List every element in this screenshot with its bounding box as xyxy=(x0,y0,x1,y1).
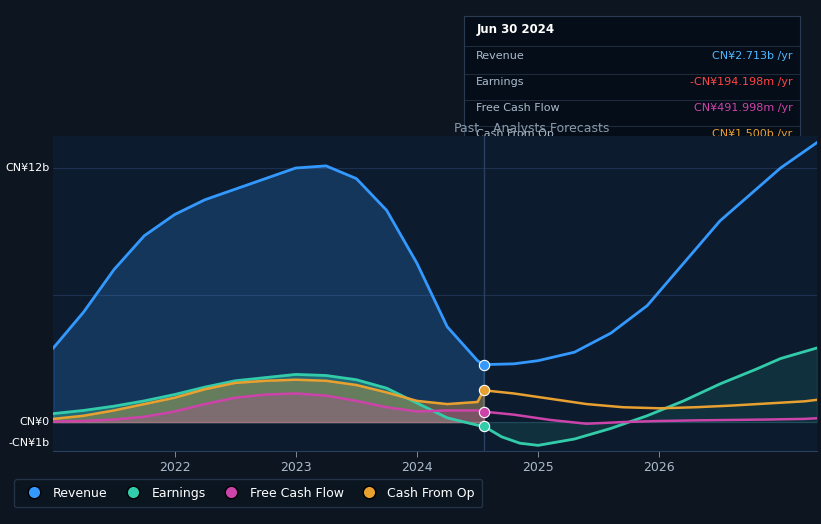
Text: CN¥491.998m /yr: CN¥491.998m /yr xyxy=(694,103,792,113)
Point xyxy=(477,422,490,430)
Text: CN¥0: CN¥0 xyxy=(20,417,49,427)
Text: Analysts Forecasts: Analysts Forecasts xyxy=(493,122,609,135)
Text: Cash From Op: Cash From Op xyxy=(476,129,554,139)
Text: CN¥12b: CN¥12b xyxy=(5,163,49,173)
FancyBboxPatch shape xyxy=(464,16,800,139)
Text: Past: Past xyxy=(454,122,479,135)
Legend: Revenue, Earnings, Free Cash Flow, Cash From Op: Revenue, Earnings, Free Cash Flow, Cash … xyxy=(15,479,482,507)
Text: Earnings: Earnings xyxy=(476,77,525,87)
Text: Jun 30 2024: Jun 30 2024 xyxy=(476,23,554,36)
Text: CN¥2.713b /yr: CN¥2.713b /yr xyxy=(712,51,792,61)
Point xyxy=(477,386,490,395)
Text: -CN¥194.198m /yr: -CN¥194.198m /yr xyxy=(690,77,792,87)
Text: Free Cash Flow: Free Cash Flow xyxy=(476,103,560,113)
Text: CN¥1.500b /yr: CN¥1.500b /yr xyxy=(712,129,792,139)
Text: Revenue: Revenue xyxy=(476,51,525,61)
Point xyxy=(477,408,490,416)
Text: -CN¥1b: -CN¥1b xyxy=(8,438,49,448)
Point xyxy=(477,361,490,369)
